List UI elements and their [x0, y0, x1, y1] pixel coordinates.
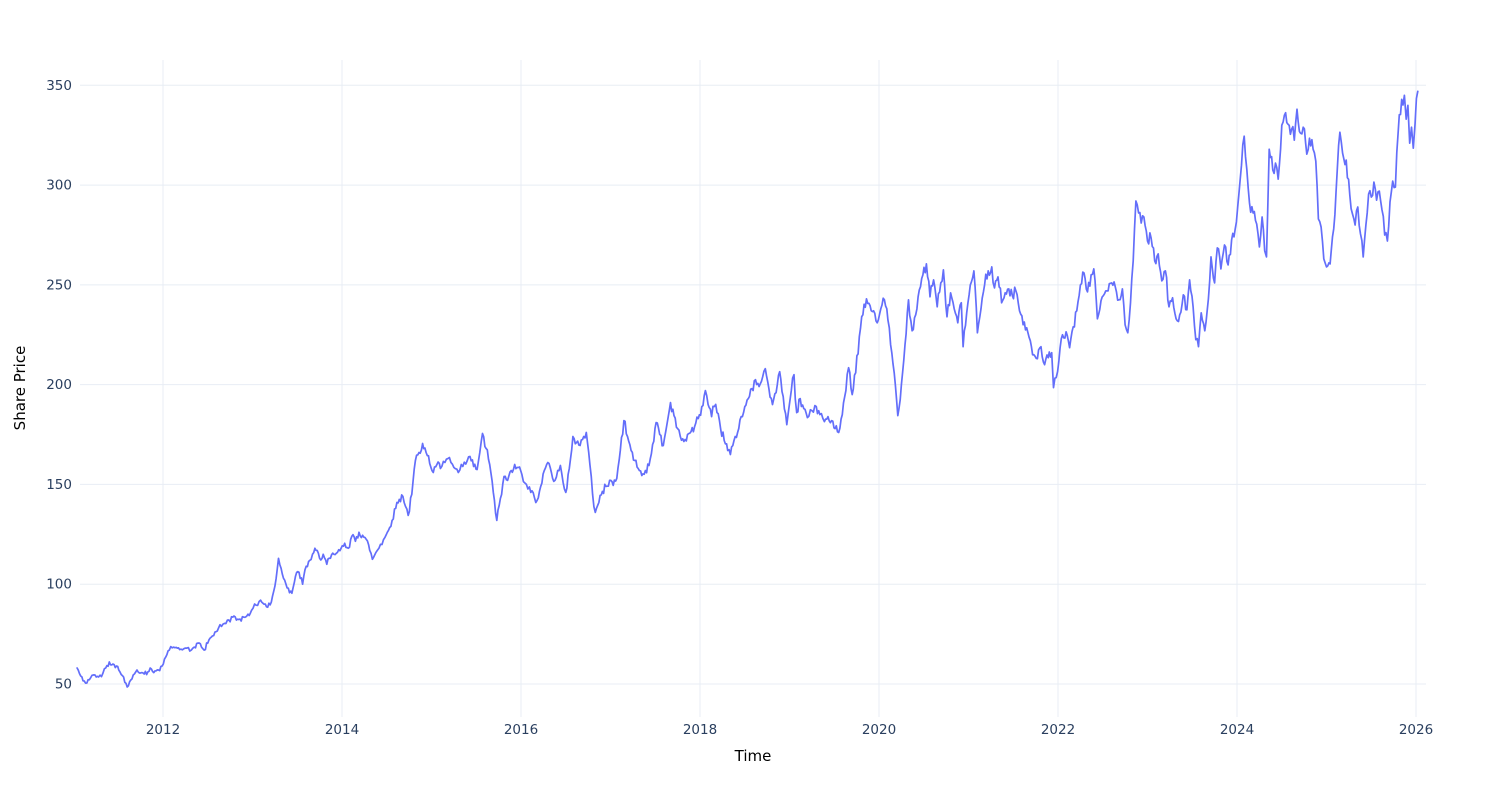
x-tick-label: 2026 [1399, 722, 1433, 738]
y-tick-label: 100 [46, 577, 72, 593]
y-tick-label: 50 [55, 677, 72, 693]
tick-labels: 50 100 150 200 250 300 350 2012 2014 2016 2018 2020… [46, 78, 1433, 738]
y-tick-label: 250 [46, 277, 72, 293]
y-tick-label: 150 [46, 477, 72, 493]
x-tick-label: 2020 [862, 722, 896, 738]
gridlines [80, 60, 1426, 717]
x-axis-title: Time [734, 747, 772, 765]
x-tick-label: 2012 [146, 722, 180, 738]
y-axis-title: Share Price [11, 346, 29, 431]
x-tick-label: 2024 [1220, 722, 1254, 738]
y-tick-label: 300 [46, 178, 72, 194]
y-tick-label: 200 [46, 377, 72, 393]
series-layer [76, 90, 1419, 688]
x-tick-label: 2014 [325, 722, 359, 738]
x-tick-label: 2018 [683, 722, 717, 738]
x-tick-label: 2022 [1041, 722, 1075, 738]
share-price-line [76, 90, 1419, 688]
y-tick-label: 350 [46, 78, 72, 94]
x-tick-label: 2016 [504, 722, 538, 738]
